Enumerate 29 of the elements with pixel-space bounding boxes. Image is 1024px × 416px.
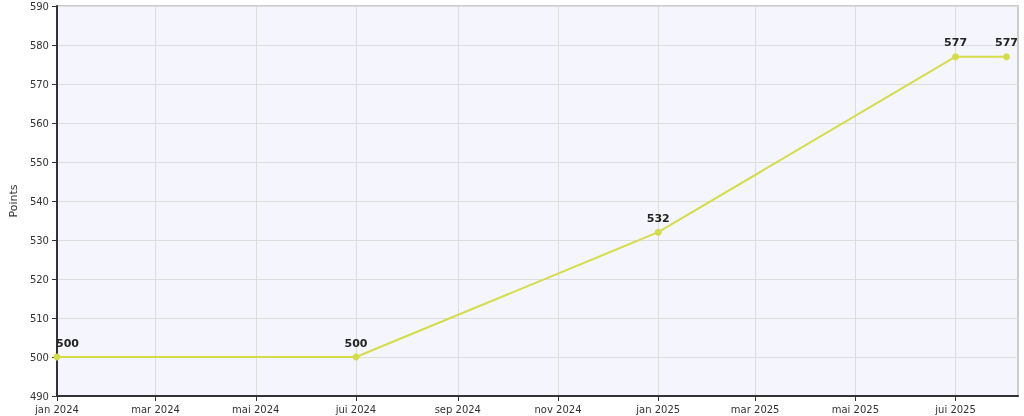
point [952, 53, 960, 61]
x-tick-label: mai 2024 [232, 403, 280, 415]
y-tick-label: 510 [29, 312, 49, 324]
y-tick-label: 590 [29, 0, 49, 12]
y-axis-title: Points [7, 184, 20, 218]
x-tick-label: jui 2024 [334, 403, 377, 415]
point [654, 228, 662, 236]
x-tick-label: jui 2025 [934, 403, 976, 415]
x-tick-label: mar 2025 [730, 403, 780, 415]
y-tick-label: 490 [29, 390, 49, 402]
data-label: 532 [646, 211, 670, 225]
y-tick-label: 530 [29, 234, 49, 246]
y-tick-label: 580 [29, 39, 49, 51]
data-label: 577 [995, 36, 1018, 50]
y-tick-label: 520 [29, 273, 49, 285]
data-label: 577 [944, 36, 968, 50]
y-tick-label: 560 [29, 117, 49, 129]
y-tick-label: 550 [29, 156, 49, 168]
x-tick-label: nov 2024 [534, 403, 582, 415]
point [1003, 53, 1010, 61]
y-tick-label: 540 [29, 195, 49, 207]
data-label: 500 [344, 336, 368, 350]
x-tick-label: mai 2025 [831, 403, 880, 415]
x-tick-label: mar 2024 [131, 403, 180, 415]
y-tick-label: 570 [29, 78, 49, 90]
x-tick-label: jan 2025 [635, 403, 681, 415]
x-tick-label: sep 2024 [434, 403, 481, 415]
y-tick-label: 500 [29, 351, 49, 363]
x-tick-label: jan 2024 [34, 403, 79, 415]
